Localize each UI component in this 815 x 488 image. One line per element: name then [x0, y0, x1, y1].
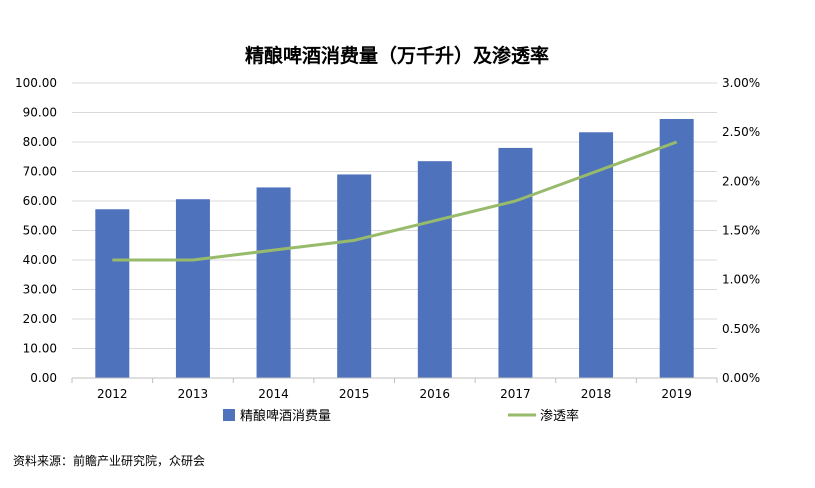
left-tick-label: 60.00 — [23, 194, 57, 208]
legend-line-label: 渗透率 — [540, 408, 579, 424]
bar — [337, 174, 372, 378]
grid-lines — [72, 82, 717, 349]
right-tick-label: 0.00% — [722, 371, 760, 385]
x-tick-label: 2013 — [178, 387, 209, 401]
right-axis: 0.00% 0.50% 1.00% 1.50% 2.00% 2.50% 3.00% — [722, 76, 760, 385]
x-tick-label: 2019 — [661, 387, 692, 401]
bar — [256, 187, 291, 378]
line-series — [112, 140, 678, 262]
x-axis: 2012 2013 2014 2015 2016 2017 2018 2019 — [71, 377, 718, 401]
left-tick-label: 90.00 — [23, 106, 57, 120]
left-tick-label: 40.00 — [23, 253, 57, 267]
right-tick-label: 1.00% — [722, 273, 760, 287]
x-tick-label: 2015 — [339, 387, 370, 401]
left-tick-label: 50.00 — [23, 224, 57, 238]
left-axis: 0.00 10.00 20.00 30.00 40.00 50.00 60.00 70.00 8… — [15, 76, 57, 385]
bar — [95, 209, 130, 378]
bar — [498, 147, 533, 378]
right-tick-label: 3.00% — [722, 76, 760, 90]
x-tick-label: 2012 — [97, 387, 128, 401]
x-tick-label: 2014 — [258, 387, 289, 401]
x-tick-label: 2017 — [500, 387, 531, 401]
left-tick-label: 20.00 — [23, 312, 57, 326]
bar — [175, 199, 210, 378]
left-tick-label: 100.00 — [15, 76, 57, 90]
bar-series — [95, 118, 694, 379]
bar — [659, 118, 694, 379]
right-tick-label: 1.50% — [722, 224, 760, 238]
left-tick-label: 70.00 — [23, 165, 57, 179]
legend-bar-swatch — [223, 409, 235, 421]
bar — [417, 161, 452, 378]
bar — [579, 132, 614, 378]
left-tick-label: 80.00 — [23, 135, 57, 149]
legend: 精酿啤酒消费量 渗透率 — [223, 408, 579, 424]
left-tick-label: 10.00 — [23, 342, 57, 356]
chart-title: 精酿啤酒消费量（万千升）及渗透率 — [245, 44, 549, 67]
x-tick-label: 2018 — [581, 387, 612, 401]
left-tick-label: 30.00 — [23, 283, 57, 297]
line-path — [112, 140, 678, 262]
x-tick-label: 2016 — [420, 387, 451, 401]
source-note: 资料来源：前瞻产业研究院，众研会 — [13, 454, 206, 468]
right-tick-label: 2.00% — [722, 174, 760, 188]
left-tick-label: 0.00 — [30, 371, 57, 385]
legend-bar-label: 精酿啤酒消费量 — [240, 408, 331, 424]
right-tick-label: 0.50% — [722, 322, 760, 336]
right-tick-label: 2.50% — [722, 125, 760, 139]
